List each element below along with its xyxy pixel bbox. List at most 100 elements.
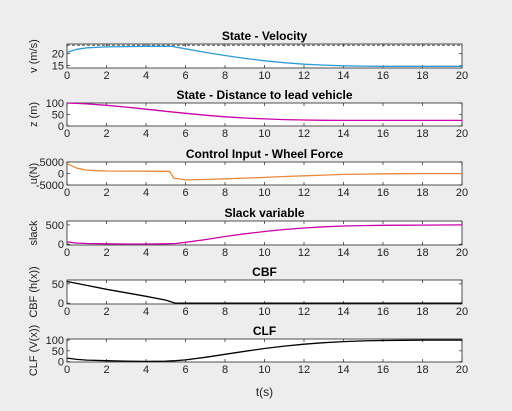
x-tick-label: 10	[258, 364, 270, 376]
x-tick-label: 6	[182, 306, 188, 318]
x-tick-label: 6	[182, 187, 188, 199]
x-tick-label: 16	[377, 364, 389, 376]
y-tick-label: 100	[46, 98, 64, 110]
x-tick-label: 6	[182, 70, 188, 82]
y-tick-label: 5000	[40, 157, 64, 169]
x-tick-label: 14	[337, 128, 349, 140]
x-axis-label: t(s)	[256, 385, 273, 399]
x-tick-label: 10	[258, 128, 270, 140]
axes-box	[66, 43, 463, 69]
x-tick-label: 6	[182, 364, 188, 376]
x-tick-label: 12	[298, 247, 310, 259]
axes-box	[66, 279, 463, 305]
x-tick-label: 16	[377, 70, 389, 82]
x-tick-label: 20	[456, 247, 468, 259]
y-axis-label: z (m)	[28, 102, 40, 127]
x-tick-label: 2	[103, 364, 109, 376]
x-tick-label: 4	[143, 187, 149, 199]
series-line	[66, 280, 462, 304]
x-tick-label: 6	[182, 128, 188, 140]
y-tick-label: 50	[52, 279, 64, 291]
series-line	[66, 163, 462, 181]
x-tick-label: 2	[103, 247, 109, 259]
subplot-4: Slack variable slack 0 500 0 2 4 6 8 10 12 14 16 18 20	[28, 206, 468, 259]
x-tick-label: 12	[298, 128, 310, 140]
x-tick-label: 2	[103, 306, 109, 318]
x-tick-label: 6	[182, 247, 188, 259]
x-tick-label: 20	[456, 187, 468, 199]
y-tick-label: 100	[46, 335, 64, 347]
x-tick-label: 0	[64, 364, 70, 376]
x-tick-label: 18	[416, 306, 428, 318]
subplot-title: Slack variable	[224, 206, 304, 220]
x-tick-label: 14	[337, 70, 349, 82]
x-tick-label: 12	[298, 364, 310, 376]
x-tick-label: 18	[416, 364, 428, 376]
subplot-title: State - Distance to lead vehicle	[176, 88, 352, 102]
x-tick-label: 0	[64, 70, 70, 82]
y-tick-label: 15	[52, 61, 64, 73]
x-tick-label: 12	[298, 70, 310, 82]
series-line	[66, 45, 462, 67]
x-tick-label: 18	[416, 247, 428, 259]
subplot-title: Control Input - Wheel Force	[186, 147, 344, 161]
x-tick-label: 14	[337, 306, 349, 318]
y-axis-label: CLF (V(x))	[28, 325, 40, 376]
y-tick-label: 0	[58, 169, 64, 181]
y-tick-label: 50	[52, 110, 64, 122]
x-tick-label: 0	[64, 128, 70, 140]
x-tick-label: 4	[143, 128, 149, 140]
x-tick-label: 18	[416, 70, 428, 82]
subplot-title: CLF	[253, 324, 276, 338]
x-tick-label: 0	[64, 247, 70, 259]
x-tick-label: 4	[143, 364, 149, 376]
y-axis-label: v (m/s)	[28, 39, 40, 73]
x-tick-label: 4	[143, 247, 149, 259]
x-tick-label: 4	[143, 70, 149, 82]
y-tick-label: -5000	[36, 180, 64, 192]
x-tick-label: 0	[64, 187, 70, 199]
y-tick-label: 0	[58, 121, 64, 133]
x-tick-label: 18	[416, 128, 428, 140]
x-tick-label: 20	[456, 364, 468, 376]
y-tick-label: 0	[58, 357, 64, 369]
x-tick-label: 4	[143, 306, 149, 318]
series-line	[66, 102, 462, 122]
subplot-title: CBF	[252, 265, 277, 279]
subplot-3: Control Input - Wheel Forceu(N)-50000500…	[28, 147, 468, 199]
x-tick-label: 16	[377, 128, 389, 140]
x-tick-label: 14	[337, 187, 349, 199]
y-tick-label: 20	[52, 49, 64, 61]
x-tick-label: 0	[64, 306, 70, 318]
x-tick-label: 2	[103, 128, 109, 140]
series-line	[66, 339, 462, 363]
y-tick-label: 50	[52, 346, 64, 358]
x-tick-label: 10	[258, 70, 270, 82]
y-tick-label: 0	[58, 298, 64, 310]
subplot-5: CBF CBF (h(x)) 0 50 0 2 4 6 8 10 12 14 16 18 20	[28, 265, 468, 318]
x-tick-label: 2	[103, 70, 109, 82]
x-tick-label: 8	[222, 70, 228, 82]
x-tick-label: 16	[377, 187, 389, 199]
x-tick-label: 12	[298, 187, 310, 199]
x-tick-label: 2	[103, 187, 109, 199]
x-tick-label: 16	[377, 247, 389, 259]
axes-box	[66, 338, 463, 363]
x-tick-label: 10	[258, 306, 270, 318]
x-tick-label: 12	[298, 306, 310, 318]
y-tick-label: 0	[58, 239, 64, 251]
x-tick-label: 20	[456, 306, 468, 318]
x-tick-label: 14	[337, 364, 349, 376]
x-tick-label: 8	[222, 128, 228, 140]
x-tick-label: 20	[456, 128, 468, 140]
y-axis-label: u(N)	[28, 163, 40, 184]
x-tick-label: 8	[222, 247, 228, 259]
x-tick-label: 14	[337, 247, 349, 259]
y-axis-label: CBF (h(x))	[28, 266, 40, 317]
y-tick-label: 500	[46, 220, 64, 232]
x-tick-label: 8	[222, 364, 228, 376]
x-tick-label: 10	[258, 187, 270, 199]
